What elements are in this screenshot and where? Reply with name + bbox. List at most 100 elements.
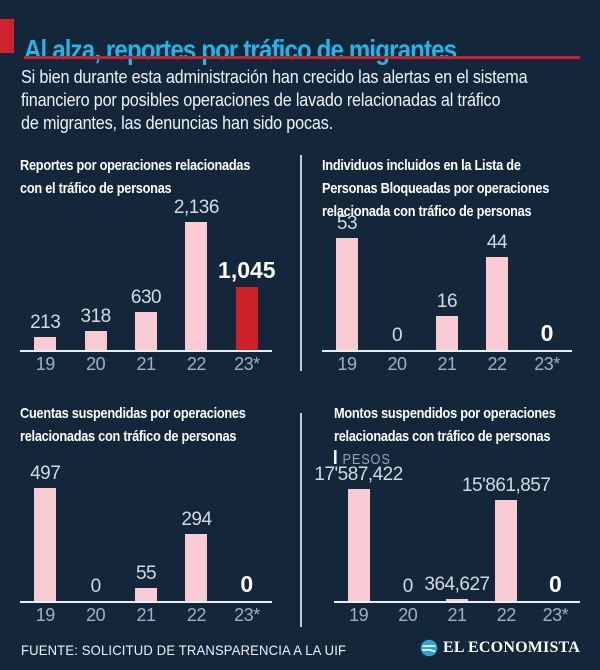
- bar-column: 16: [422, 291, 472, 350]
- x-axis-labels: 19 20 21 22 23*: [322, 354, 572, 374]
- value-label: 630: [130, 287, 162, 308]
- bar-column: 15'861,857: [462, 475, 551, 601]
- x-axis-label: 22: [487, 354, 507, 374]
- bar: [34, 488, 57, 601]
- chart-title-line: Reportes por operaciones relacionadas: [20, 157, 251, 174]
- x-axis-label: 19: [35, 605, 56, 625]
- bar-column: 0: [522, 320, 572, 350]
- x-axis-label: 23*: [534, 354, 560, 374]
- intro-line: financiero por posibles operaciones de l…: [21, 90, 501, 110]
- chart-montos-suspendidos: Montos suspendidos por operaciones relaci…: [314, 400, 580, 625]
- x-axis-label: 19: [337, 354, 357, 374]
- bar-column: 55: [121, 563, 171, 601]
- bar-column: 213: [20, 312, 70, 350]
- value-label: 15'861,857: [461, 475, 551, 496]
- value-label: 364,627: [424, 574, 490, 595]
- x-axis-label: 23*: [234, 605, 260, 625]
- bar: [84, 331, 107, 350]
- x-axis-labels: 19 20 21 22 23*: [20, 354, 272, 374]
- bar-column: 294: [171, 509, 221, 601]
- vertical-divider-top: [300, 155, 302, 371]
- bar-column: 2,136: [171, 197, 221, 350]
- bar: [185, 222, 208, 350]
- x-axis-label: 20: [86, 605, 106, 625]
- value-label-highlight: 1,045: [218, 257, 276, 283]
- chart-title: Montos suspendidos por operaciones relaci…: [334, 402, 556, 471]
- bar-column: 497: [20, 463, 70, 601]
- unit-label: PESOS: [342, 451, 391, 468]
- bar-column: 630: [121, 287, 171, 350]
- bar-column: 318: [70, 306, 120, 350]
- bar: [135, 588, 158, 601]
- bar-column: 0: [383, 576, 432, 601]
- value-label: 0: [391, 325, 403, 346]
- x-axis-label: 21: [447, 605, 467, 625]
- title-underline: [24, 56, 580, 59]
- value-label: 497: [30, 463, 61, 484]
- publisher-name: EL ECONOMISTA: [443, 639, 580, 656]
- bar: [336, 238, 358, 350]
- page-title: Al alza, reportes por tráfico de migrant…: [24, 33, 457, 65]
- plot-area: 213 318 630 2,136 1,045: [20, 192, 276, 352]
- bar: [34, 337, 57, 350]
- plot-area: 53 0 16 44 0: [322, 208, 572, 352]
- plot-area: 497 0 55 294 0: [20, 458, 272, 603]
- x-axis-label: 21: [136, 354, 157, 374]
- chart-title-line: relacionada con tráfico de personas: [322, 203, 532, 220]
- chart-title-line: Personas Bloqueadas por operaciones: [322, 180, 550, 197]
- value-label-highlight: 0: [540, 320, 554, 346]
- bar-column: 0: [531, 571, 580, 601]
- bar: [486, 257, 508, 350]
- chart-unit: PESOS: [334, 448, 556, 471]
- value-label-highlight: 0: [549, 571, 562, 597]
- chart-title: Reportes por operaciones relacionadas con…: [20, 154, 250, 200]
- intro-line: Si bien durante esta administración han …: [21, 67, 528, 87]
- x-axis-label: 22: [186, 354, 207, 374]
- x-axis-label: 21: [437, 354, 457, 374]
- chart-title: Cuentas suspendidas por operaciones relac…: [20, 402, 246, 448]
- bar-column: 17'587,422: [314, 464, 403, 601]
- intro-text: Si bien durante esta administración han …: [21, 66, 528, 135]
- x-axis-label: 21: [136, 605, 157, 625]
- x-axis-label: 23*: [542, 605, 569, 625]
- bar: [436, 316, 458, 350]
- x-axis-labels: 19 20 21 22 23*: [20, 605, 272, 625]
- x-axis-label: 19: [35, 354, 56, 374]
- chart-title-line: con el tráfico de personas: [20, 180, 172, 197]
- bar-column: 1,045: [218, 257, 276, 350]
- accent-square: [0, 19, 14, 53]
- bar-column: 364,627: [424, 574, 490, 601]
- chart-title-line: relacionadas con tráfico de personas: [20, 428, 237, 445]
- vertical-divider-bottom: [300, 413, 302, 627]
- x-axis-label: 20: [398, 605, 418, 625]
- bar: [185, 534, 208, 601]
- value-label: 55: [135, 563, 157, 584]
- publisher-brand: EL ECONOMISTA: [420, 639, 580, 657]
- chart-reportes: Reportes por operaciones relacionadas con…: [20, 152, 276, 374]
- value-label: 0: [90, 576, 102, 597]
- bar: [347, 489, 370, 601]
- chart-title-line: Individuos incluidos en la Lista de: [322, 157, 521, 174]
- chart-lista-bloqueadas: Individuos incluidos en la Lista de Perso…: [322, 152, 572, 374]
- value-label: 318: [80, 306, 112, 327]
- value-label: 53: [336, 213, 358, 234]
- bar-column: 0: [70, 576, 120, 601]
- value-label: 0: [402, 576, 414, 597]
- value-label: 17'587,422: [314, 464, 403, 485]
- chart-title: Individuos incluidos en la Lista de Perso…: [322, 154, 549, 223]
- chart-title-line: relacionadas con tráfico de personas: [334, 428, 551, 445]
- x-axis-labels: 19 20 21 22 23*: [334, 605, 580, 625]
- el-economista-logo-icon: [420, 639, 438, 657]
- intro-line: de migrantes, las denuncias han sido poc…: [21, 113, 333, 133]
- bar-column: 44: [472, 232, 522, 350]
- x-axis-label: 23*: [234, 354, 260, 374]
- value-label-highlight: 0: [240, 571, 254, 597]
- chart-title-line: Cuentas suspendidas por operaciones: [20, 405, 246, 422]
- chart-cuentas-suspendidas: Cuentas suspendidas por operaciones relac…: [20, 400, 272, 625]
- bar: [446, 599, 468, 601]
- chart-title-line: Montos suspendidos por operaciones: [334, 405, 556, 422]
- source-note: FUENTE: SOLICITUD DE TRANSPARENCIA A LA …: [21, 642, 347, 658]
- value-label: 213: [30, 312, 61, 333]
- value-label: 16: [436, 291, 458, 312]
- bar: [495, 500, 518, 601]
